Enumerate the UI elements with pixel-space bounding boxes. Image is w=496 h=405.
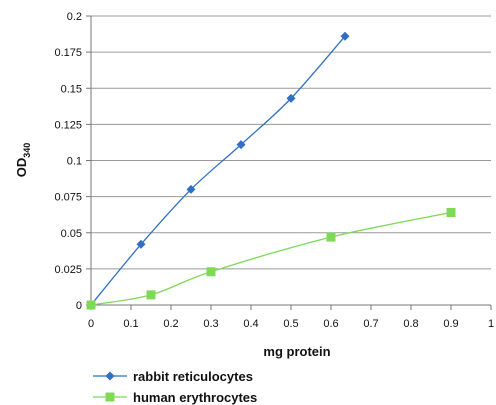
- y-tick-labels: 0 0.025 0.05 0.075 0.1 0.125 0.15 0.175 0.2: [54, 11, 82, 312]
- x-tick-label: 0.9: [443, 318, 458, 330]
- legend-label: rabbit reticulocytes: [133, 369, 253, 384]
- series-line: [90, 35, 346, 306]
- data-point: [86, 300, 96, 310]
- x-axis-title: mg protein: [263, 344, 330, 359]
- grid-lines: [91, 15, 491, 270]
- data-point: [136, 239, 146, 249]
- data-point: [206, 267, 216, 277]
- y-tick-label: 0.125: [54, 119, 82, 131]
- x-tick-labels: 0 0.1 0.2 0.3 0.4 0.5 0.6 0.7 0.8 0.9 1: [88, 318, 494, 330]
- x-tick-label: 0.1: [123, 318, 138, 330]
- data-point: [286, 93, 296, 103]
- legend-item: rabbit reticulocytes: [93, 369, 253, 384]
- legend-marker: [105, 371, 115, 381]
- legend-item: human erythrocytes: [93, 390, 257, 405]
- series-1: [86, 31, 350, 310]
- axes: [86, 15, 492, 310]
- y-tick-label: 0.2: [67, 11, 82, 23]
- x-tick-label: 1: [488, 318, 494, 330]
- y-axis-title-main: OD: [14, 158, 29, 178]
- legend-marker: [105, 392, 115, 402]
- data-point: [236, 140, 246, 150]
- x-tick-label: 0.6: [323, 318, 338, 330]
- x-tick-label: 0.2: [163, 318, 178, 330]
- data-point: [446, 208, 456, 218]
- x-tick-label: 0.7: [363, 318, 378, 330]
- x-tick-label: 0.8: [403, 318, 418, 330]
- y-tick-label: 0.025: [54, 264, 82, 276]
- y-tick-label: 0: [76, 300, 82, 312]
- data-point: [340, 31, 350, 41]
- x-tick-label: 0.3: [203, 318, 218, 330]
- series-line: [90, 211, 452, 306]
- y-tick-label: 0.075: [54, 192, 82, 204]
- plot-area: [86, 31, 456, 310]
- x-tick-label: 0.5: [283, 318, 298, 330]
- y-axis-title-subscript: 340: [22, 143, 32, 158]
- legend-label: human erythrocytes: [133, 390, 257, 405]
- y-tick-label: 0.175: [54, 47, 82, 59]
- y-axis-title: OD340: [14, 143, 32, 178]
- legend: rabbit reticulocytes human erythrocytes: [93, 369, 257, 405]
- data-point: [186, 184, 196, 194]
- y-tick-label: 0.1: [67, 156, 82, 168]
- data-point: [146, 290, 156, 300]
- y-tick-label: 0.15: [61, 83, 82, 95]
- data-point: [326, 232, 336, 242]
- y-tick-label: 0.05: [61, 228, 82, 240]
- series-2: [86, 208, 456, 310]
- x-tick-label: 0.4: [243, 318, 258, 330]
- x-tick-label: 0: [88, 318, 94, 330]
